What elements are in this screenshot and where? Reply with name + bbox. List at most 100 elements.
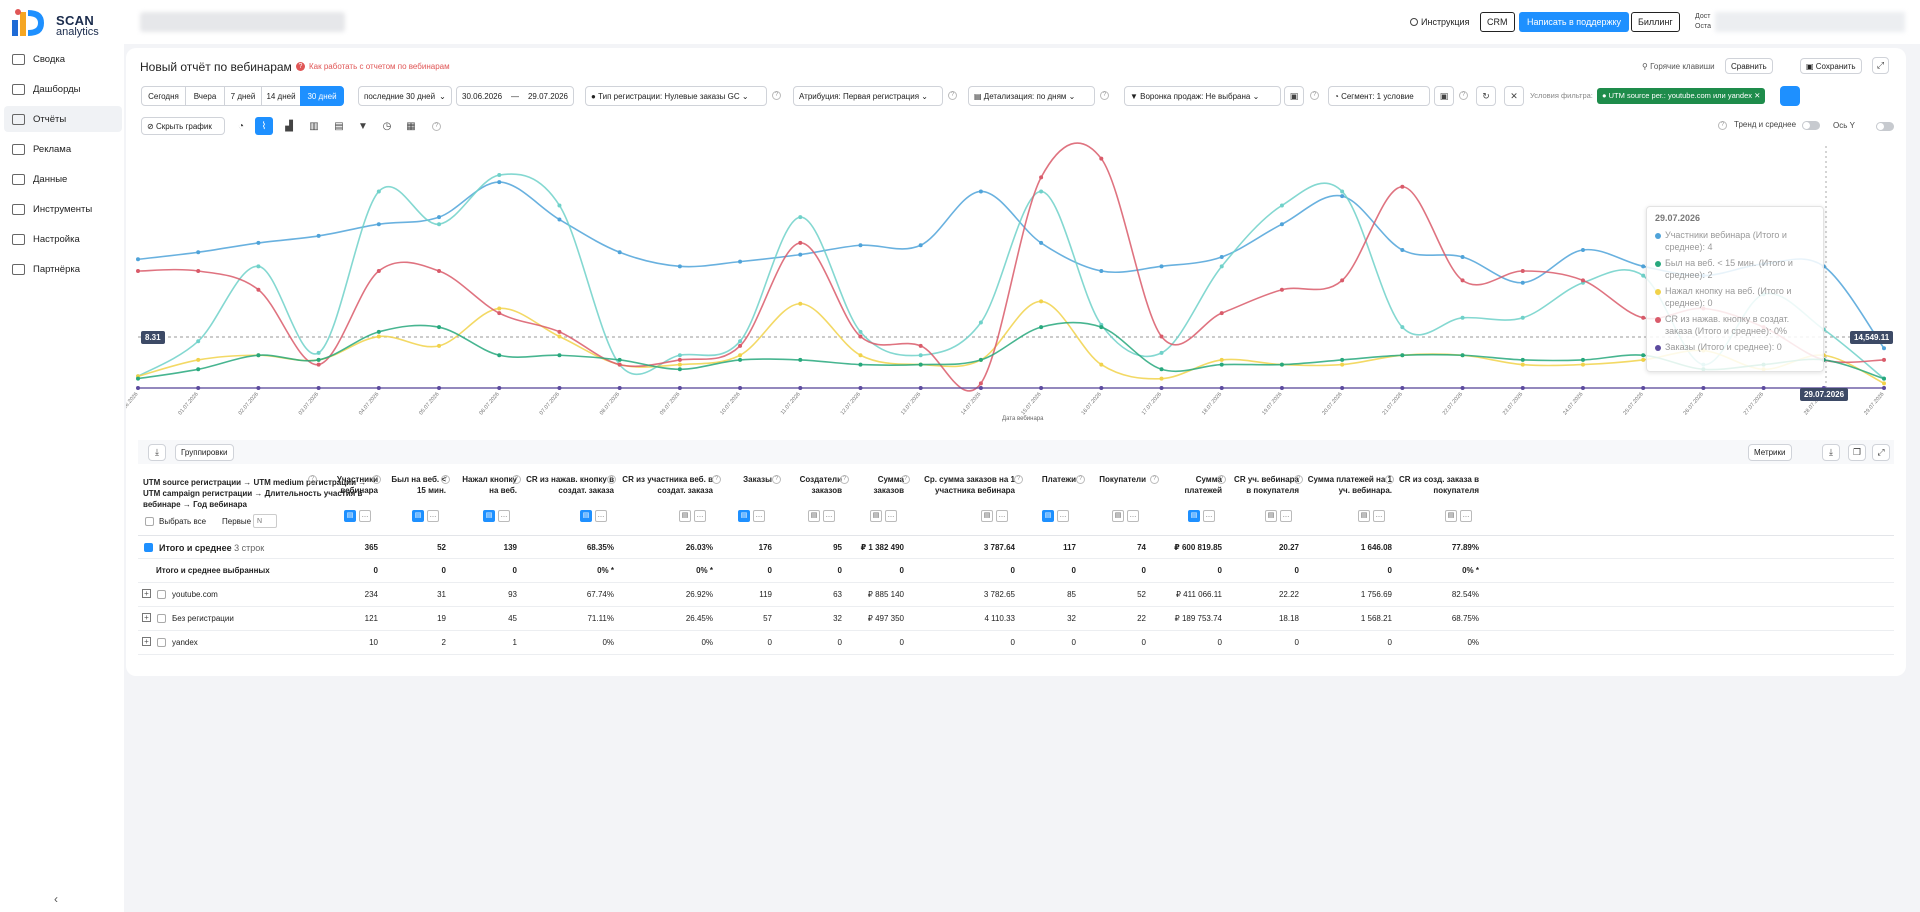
series-point[interactable] <box>497 306 502 311</box>
column-header[interactable]: Участники вебинара <box>336 475 378 495</box>
series-point[interactable] <box>918 386 923 390</box>
series-point[interactable] <box>858 353 863 358</box>
help-icon[interactable]: ? <box>1076 475 1085 484</box>
segment-save-icon[interactable]: ▣ <box>1434 86 1454 106</box>
column-header[interactable]: Платежи <box>1041 475 1076 484</box>
column-menu-icon[interactable]: … <box>1280 510 1292 522</box>
column-menu-icon[interactable]: … <box>694 510 706 522</box>
series-point[interactable] <box>798 301 803 306</box>
series-point[interactable] <box>978 189 983 194</box>
series-point[interactable] <box>557 217 562 222</box>
column-header[interactable]: Был на веб. < 15 мин. <box>391 475 446 495</box>
series-point[interactable] <box>1340 194 1345 199</box>
line-chart-icon[interactable]: ⌇ <box>255 117 273 135</box>
series-point[interactable] <box>1340 278 1345 283</box>
column-chart-toggle-icon[interactable]: ▤ <box>1188 510 1200 522</box>
series-point[interactable] <box>1460 315 1465 320</box>
brand-logo[interactable]: SCAN analytics <box>10 6 100 38</box>
select-all-checkbox[interactable] <box>145 517 154 526</box>
table-row[interactable]: + youtube.com 234 31 93 67.74% 26.92% 119 63 ₽ … <box>138 583 1894 607</box>
series-point[interactable] <box>1580 386 1585 390</box>
column-header[interactable]: CR уч. вебинара в покупателя <box>1234 475 1299 495</box>
series-point[interactable] <box>1159 334 1164 339</box>
column-menu-icon[interactable]: … <box>1460 510 1472 522</box>
series-point[interactable] <box>1460 386 1465 390</box>
series-point[interactable] <box>1460 278 1465 283</box>
refresh-icon[interactable]: ↻ <box>1476 86 1496 106</box>
series-point[interactable] <box>1219 357 1224 362</box>
sidebar-item-dashboards[interactable]: Дашборды <box>4 76 122 102</box>
series-point[interactable] <box>1219 362 1224 367</box>
sidebar-item-summary[interactable]: Сводка <box>4 46 122 72</box>
series-point[interactable] <box>1520 269 1525 273</box>
gauge-icon[interactable]: ◷ <box>382 120 392 132</box>
series-point[interactable] <box>1641 386 1646 390</box>
help-icon[interactable]: ? <box>432 122 441 131</box>
groupings-button[interactable]: Группировки <box>175 444 234 461</box>
series-point[interactable] <box>376 334 381 339</box>
help-icon[interactable]: ? <box>840 475 849 484</box>
help-icon[interactable]: ? <box>1459 91 1468 100</box>
detail-select[interactable]: ▤ Детализация: по дням ⌄ <box>968 86 1095 106</box>
series-point[interactable] <box>1641 357 1646 362</box>
metrics-button[interactable]: Метрики <box>1748 444 1792 461</box>
series-point[interactable] <box>1882 386 1886 390</box>
series-point[interactable] <box>1159 264 1164 269</box>
column-chart-toggle-icon[interactable]: ▤ <box>870 510 882 522</box>
help-icon[interactable]: ? <box>772 91 781 100</box>
series-point[interactable] <box>1400 247 1405 252</box>
series-point[interactable] <box>497 353 502 358</box>
column-header[interactable]: CR из созд. заказа в покупателя <box>1399 475 1479 495</box>
hide-chart-button[interactable]: ⊘ Скрыть график <box>141 117 225 135</box>
series-point[interactable] <box>136 257 140 262</box>
series-point[interactable] <box>798 386 803 390</box>
series-point[interactable] <box>376 329 381 334</box>
column-chart-toggle-icon[interactable]: ▤ <box>1358 510 1370 522</box>
series-point[interactable] <box>1641 315 1646 320</box>
expand-icon[interactable]: ⤢ <box>1872 444 1890 461</box>
series-point[interactable] <box>316 233 321 238</box>
series-point[interactable] <box>798 357 803 362</box>
series-point[interactable] <box>256 353 261 358</box>
series-point[interactable] <box>497 173 502 178</box>
column-chart-toggle-icon[interactable]: ▤ <box>580 510 592 522</box>
column-header[interactable]: Сумма заказов <box>873 475 904 495</box>
series-point[interactable] <box>1099 156 1104 161</box>
series-point[interactable] <box>437 325 442 330</box>
period-select[interactable]: последние 30 дней ⌄ <box>358 86 452 106</box>
first-n-input[interactable] <box>253 514 277 528</box>
series-point[interactable] <box>1159 386 1164 390</box>
series-point[interactable] <box>1219 254 1224 259</box>
column-menu-icon[interactable]: … <box>996 510 1008 522</box>
sidebar-item-ads[interactable]: Реклама <box>4 136 122 162</box>
series-point[interactable] <box>256 287 261 292</box>
column-header[interactable]: CR из участника веб. в создат. заказа <box>622 475 713 495</box>
column-menu-icon[interactable]: … <box>595 510 607 522</box>
column-menu-icon[interactable]: … <box>753 510 765 522</box>
attribution-select[interactable]: Атрибуция: Первая регистрация ⌄ <box>793 86 943 106</box>
series-point[interactable] <box>376 189 381 194</box>
series-point[interactable] <box>196 386 201 390</box>
crm-button[interactable]: CRM <box>1480 12 1515 32</box>
series-point[interactable] <box>1219 311 1224 316</box>
column-menu-icon[interactable]: … <box>885 510 897 522</box>
series-point[interactable] <box>1520 280 1525 285</box>
export-icon[interactable]: ⤓ <box>1822 444 1840 461</box>
filter-condition-chip[interactable]: ● UTM source рег.: youtube.com или yande… <box>1597 88 1766 104</box>
row-checkbox[interactable] <box>157 638 166 647</box>
series-point[interactable] <box>918 343 923 348</box>
column-chart-toggle-icon[interactable]: ▤ <box>738 510 750 522</box>
series-point[interactable] <box>677 357 682 362</box>
column-header[interactable]: Создатели заказов <box>799 475 842 495</box>
table-row[interactable]: + Без регистрации 121 19 45 71.11% 26.45% 57 3… <box>138 607 1894 631</box>
series-point[interactable] <box>1340 189 1345 194</box>
help-icon[interactable]: ? <box>1217 475 1226 484</box>
column-header[interactable]: Сумма платежей на 1 уч. вебинара. <box>1307 475 1392 495</box>
axis-toggle[interactable] <box>1876 122 1894 131</box>
series-point[interactable] <box>1159 367 1164 372</box>
sidebar-item-reports[interactable]: Отчёты <box>4 106 122 132</box>
series-point[interactable] <box>557 203 562 208</box>
close-icon[interactable]: ✕ <box>1754 91 1761 100</box>
period-today[interactable]: Сегодня <box>141 86 186 106</box>
help-icon[interactable]: ? <box>1718 121 1727 130</box>
